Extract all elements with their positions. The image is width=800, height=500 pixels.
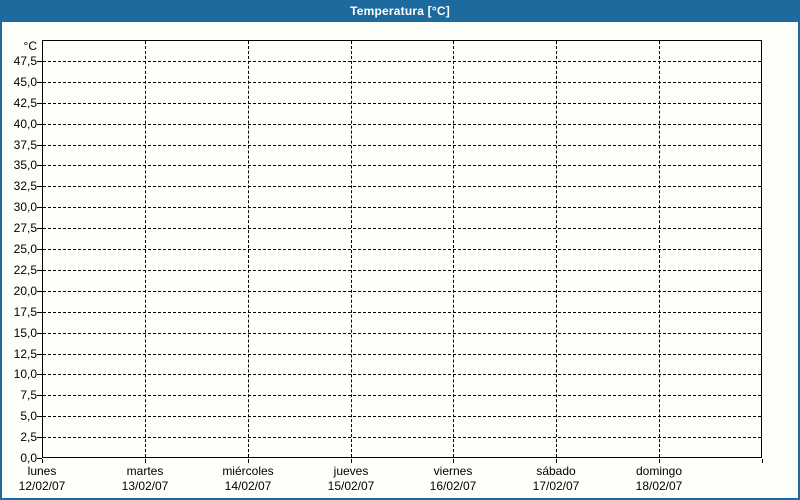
y-tick-label: 22,5 bbox=[13, 263, 37, 277]
h-gridline bbox=[43, 82, 761, 83]
x-date-label: 17/02/07 bbox=[532, 479, 580, 493]
x-date-label: 13/02/07 bbox=[121, 479, 169, 493]
h-gridline bbox=[43, 186, 761, 187]
h-gridline bbox=[43, 145, 761, 146]
y-axis-tick bbox=[37, 124, 42, 125]
h-gridline bbox=[43, 312, 761, 313]
v-gridline bbox=[248, 41, 249, 457]
x-date-label: 12/02/07 bbox=[18, 479, 66, 493]
y-axis-unit-label: °C bbox=[23, 39, 37, 53]
x-day-label: lunes bbox=[27, 464, 57, 478]
v-gridline bbox=[556, 41, 557, 457]
x-day-label: domingo bbox=[635, 464, 683, 478]
y-tick-label: 35,0 bbox=[13, 158, 37, 172]
y-tick-label: 17,5 bbox=[13, 305, 37, 319]
y-tick-label: 30,0 bbox=[13, 200, 37, 214]
x-date-label: 16/02/07 bbox=[429, 479, 477, 493]
v-gridline bbox=[659, 41, 660, 457]
x-day-label: miércoles bbox=[222, 464, 274, 478]
y-tick-label: 10,0 bbox=[13, 367, 37, 381]
h-gridline bbox=[43, 354, 761, 355]
y-tick-label: 42,5 bbox=[13, 96, 37, 110]
x-axis-tick bbox=[42, 459, 43, 463]
x-axis-tick bbox=[453, 459, 454, 463]
x-day-label: viernes bbox=[433, 464, 473, 478]
x-day-label: sábado bbox=[536, 464, 576, 478]
y-tick-label: 7,5 bbox=[20, 388, 37, 402]
y-axis-tick bbox=[37, 82, 42, 83]
y-tick-label: 2,5 bbox=[20, 430, 37, 444]
plot-area bbox=[42, 40, 762, 458]
y-tick-label: 32,5 bbox=[13, 179, 37, 193]
x-day-label: jueves bbox=[333, 464, 369, 478]
h-gridline bbox=[43, 207, 761, 208]
h-gridline bbox=[43, 124, 761, 125]
h-gridline bbox=[43, 416, 761, 417]
h-gridline bbox=[43, 374, 761, 375]
y-tick-label: 47,5 bbox=[13, 54, 37, 68]
x-axis-tick bbox=[248, 459, 249, 463]
x-axis-tick bbox=[556, 459, 557, 463]
h-gridline bbox=[43, 165, 761, 166]
y-tick-label: 0,0 bbox=[20, 451, 37, 465]
x-axis-tick bbox=[351, 459, 352, 463]
h-gridline bbox=[43, 249, 761, 250]
h-gridline bbox=[43, 437, 761, 438]
x-date-label: 15/02/07 bbox=[327, 479, 375, 493]
y-tick-label: 27,5 bbox=[13, 221, 37, 235]
y-axis-tick bbox=[37, 165, 42, 166]
x-axis-tick bbox=[145, 459, 146, 463]
v-gridline bbox=[145, 41, 146, 457]
y-axis-tick bbox=[37, 249, 42, 250]
y-tick-label: 5,0 bbox=[20, 409, 37, 423]
y-axis-tick bbox=[37, 416, 42, 417]
y-axis-tick bbox=[37, 103, 42, 104]
y-tick-label: 37,5 bbox=[13, 138, 37, 152]
h-gridline bbox=[43, 228, 761, 229]
y-axis-tick bbox=[37, 458, 42, 459]
y-axis-tick bbox=[37, 186, 42, 187]
x-axis-tick bbox=[659, 459, 660, 463]
y-axis-tick bbox=[37, 145, 42, 146]
h-gridline bbox=[43, 395, 761, 396]
y-tick-label: 40,0 bbox=[13, 117, 37, 131]
v-gridline bbox=[351, 41, 352, 457]
h-gridline bbox=[43, 333, 761, 334]
y-tick-label: 12,5 bbox=[13, 347, 37, 361]
h-gridline bbox=[43, 291, 761, 292]
y-axis-tick bbox=[37, 291, 42, 292]
chart-title-bar: Temperatura [°C] bbox=[0, 0, 800, 22]
h-gridline bbox=[43, 103, 761, 104]
y-axis-tick bbox=[37, 437, 42, 438]
x-axis-tick bbox=[762, 459, 763, 463]
y-axis-tick bbox=[37, 312, 42, 313]
y-axis-tick bbox=[37, 61, 42, 62]
y-tick-label: 45,0 bbox=[13, 75, 37, 89]
y-axis-tick bbox=[37, 333, 42, 334]
x-day-label: martes bbox=[126, 464, 164, 478]
v-gridline bbox=[453, 41, 454, 457]
y-tick-label: 25,0 bbox=[13, 242, 37, 256]
chart-title: Temperatura [°C] bbox=[350, 4, 450, 18]
y-axis-tick bbox=[37, 228, 42, 229]
x-date-label: 18/02/07 bbox=[635, 479, 683, 493]
y-axis-tick bbox=[37, 374, 42, 375]
y-axis-tick bbox=[37, 270, 42, 271]
h-gridline bbox=[43, 61, 761, 62]
y-axis-tick bbox=[37, 354, 42, 355]
y-axis-tick bbox=[37, 395, 42, 396]
y-tick-label: 20,0 bbox=[13, 284, 37, 298]
y-axis-tick bbox=[37, 207, 42, 208]
y-tick-label: 15,0 bbox=[13, 326, 37, 340]
x-date-label: 14/02/07 bbox=[224, 479, 272, 493]
h-gridline bbox=[43, 270, 761, 271]
